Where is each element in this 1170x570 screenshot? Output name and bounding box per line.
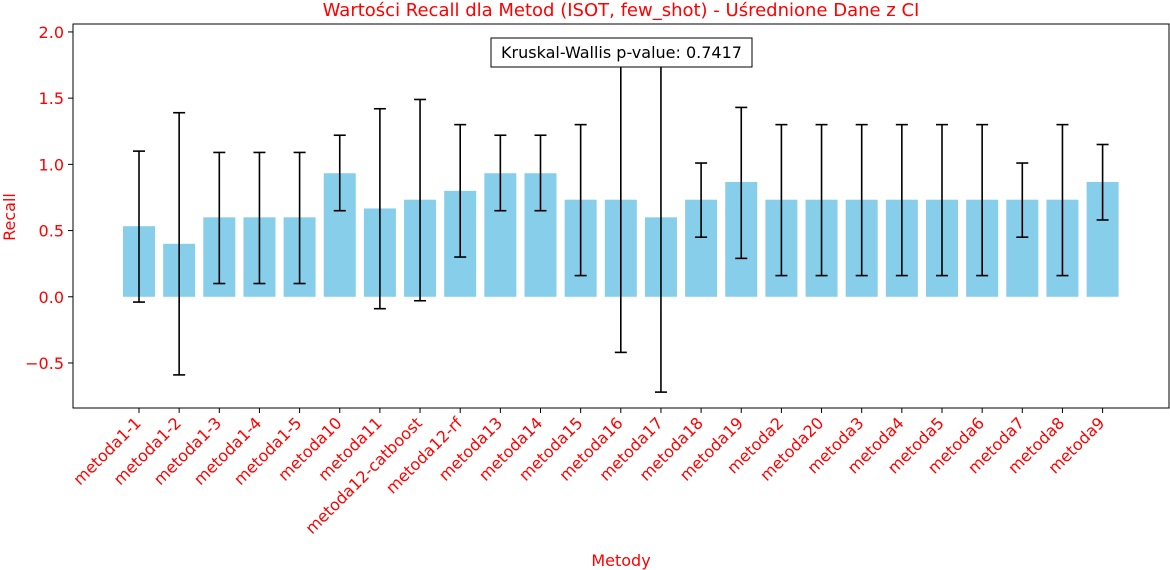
chart-title: Wartości Recall dla Metod (ISOT, few_sho…	[323, 0, 920, 21]
y-tick-label: 1.5	[39, 89, 64, 108]
y-axis-ticks: −0.5 0.0 0.5 1.0 1.5 2.0	[25, 23, 73, 373]
error-bars-group	[133, 41, 1109, 393]
error-bar-metoda1-3	[213, 151, 226, 285]
error-bar-metoda16	[614, 45, 627, 354]
error-bar-metoda6	[976, 123, 989, 277]
error-bar-metoda11	[373, 107, 386, 310]
y-tick-label: 0.5	[39, 222, 64, 241]
error-bar-metoda13	[494, 134, 507, 212]
error-bar-metoda9	[1096, 143, 1109, 221]
kruskal-annotation: Kruskal-Wallis p-value: 0.7417	[490, 37, 753, 68]
error-bar-metoda14	[534, 134, 547, 212]
error-bar-metoda1-1	[133, 150, 145, 303]
x-axis-label: Metody	[591, 551, 650, 570]
error-bar-metoda3	[855, 123, 868, 277]
error-bar-metoda1-5	[293, 151, 306, 285]
error-bar-metoda12-rf	[454, 123, 467, 258]
error-bar-metoda5	[936, 123, 948, 277]
x-axis-ticks: metoda1-1metoda1-2metoda1-3metoda1-4meto…	[69, 408, 1108, 538]
y-tick-label: 1.0	[39, 155, 64, 174]
error-bar-metoda1-2	[173, 111, 186, 376]
error-bar-metoda7	[1016, 162, 1029, 238]
error-bar-metoda12-catboost	[414, 98, 427, 302]
error-bar-metoda8	[1056, 123, 1069, 277]
error-bar-metoda20	[815, 123, 828, 277]
y-axis-label: Recall	[0, 193, 19, 241]
y-tick-label: −0.5	[25, 354, 64, 373]
error-bar-metoda4	[895, 123, 908, 277]
error-bar-metoda15	[574, 123, 587, 277]
annotation-box	[490, 37, 753, 68]
error-bar-metoda18	[695, 162, 708, 238]
error-bar-metoda1-4	[253, 151, 266, 285]
annotation-text: Kruskal-Wallis p-value: 0.7417	[501, 43, 742, 62]
error-bar-metoda19	[735, 106, 748, 260]
error-bar-metoda2	[775, 123, 788, 277]
y-tick-label: 0.0	[39, 288, 64, 307]
y-tick-label: 2.0	[39, 23, 64, 42]
error-bar-metoda10	[333, 134, 346, 212]
